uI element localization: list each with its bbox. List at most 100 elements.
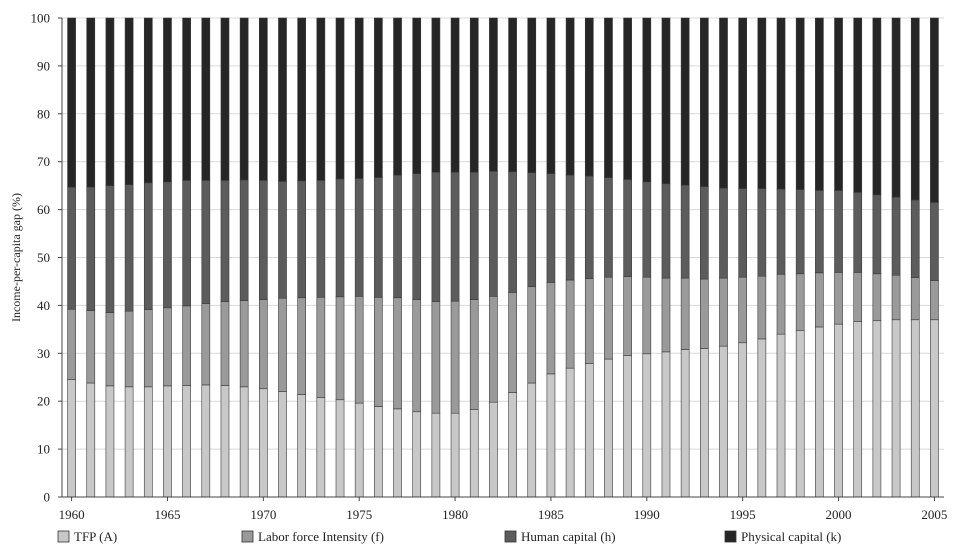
- bar-stack: [163, 17, 172, 498]
- bar-stack: [815, 17, 824, 498]
- bar-segment: [335, 399, 345, 498]
- legend-item: Labor force Intensity (f): [241, 529, 384, 544]
- bar-segment: [239, 179, 249, 301]
- bar-stack: [661, 17, 671, 498]
- legend-item: Physical capital (k): [724, 529, 841, 544]
- y-tick-label: 40: [37, 298, 50, 313]
- bar-segment: [278, 391, 287, 498]
- bar-segment: [661, 351, 671, 498]
- bar-stack: [67, 17, 76, 498]
- bar-segment: [565, 17, 575, 176]
- bar-segment: [393, 408, 402, 498]
- bar-segment: [719, 17, 728, 189]
- bar-stack: [757, 17, 767, 498]
- y-tick-labels: 0 10 20 30 40 50 60 70 80 90 100: [31, 11, 62, 505]
- bar-stack: [450, 17, 460, 498]
- bar-segment: [489, 401, 498, 498]
- bar-segment: [335, 178, 345, 298]
- bar-segment: [719, 345, 728, 498]
- legend-swatch: [504, 530, 517, 543]
- x-tick-label: 1980: [442, 507, 468, 522]
- bar-segment: [834, 323, 843, 498]
- bar-segment: [163, 17, 172, 183]
- bar-stack: [719, 17, 728, 498]
- bar-stack: [143, 17, 153, 498]
- bar-segment: [431, 171, 441, 302]
- bar-segment: [297, 180, 307, 299]
- bar-segment: [201, 303, 211, 386]
- bar-segment: [795, 330, 805, 498]
- x-tick-label: 1970: [250, 507, 276, 522]
- bar-segment: [776, 188, 786, 275]
- bar-segment: [316, 180, 326, 298]
- y-tick-label: 30: [37, 346, 50, 361]
- bar-segment: [738, 188, 748, 278]
- bar-segment: [738, 276, 748, 344]
- bar-stack: [124, 17, 134, 498]
- bar-segment: [546, 173, 556, 283]
- bar-segment: [891, 319, 901, 498]
- bar-segment: [67, 17, 76, 188]
- bar-segment: [469, 171, 479, 300]
- bar-segment: [374, 296, 383, 407]
- bar-segment: [776, 333, 786, 498]
- bar-segment: [105, 185, 115, 313]
- bar-stack: [393, 17, 402, 498]
- bar-segment: [834, 272, 843, 325]
- bar-segment: [604, 358, 613, 498]
- bar-stack: [910, 17, 920, 498]
- bar-segment: [565, 174, 575, 281]
- bar-stack: [642, 17, 652, 498]
- bar-segment: [278, 181, 287, 299]
- bar-stack: [834, 17, 843, 498]
- bar-segment: [834, 190, 843, 273]
- bar-segment: [508, 17, 517, 173]
- bar-segment: [105, 17, 115, 186]
- bar-segment: [776, 17, 786, 190]
- bar-segment: [661, 183, 671, 279]
- bar-segment: [297, 297, 307, 395]
- bar-segment: [565, 279, 575, 369]
- bar-segment: [86, 186, 96, 311]
- bar-segment: [930, 319, 939, 498]
- bar-segment: [450, 171, 460, 302]
- bar-segment: [719, 277, 728, 347]
- bar-segment: [374, 17, 383, 178]
- bar-segment: [469, 409, 479, 498]
- x-tick-label: 1960: [59, 507, 85, 522]
- bar-stack: [853, 17, 863, 498]
- bar-segment: [469, 299, 479, 410]
- bar-segment: [910, 319, 920, 498]
- bar-segment: [258, 17, 268, 181]
- bar-segment: [910, 17, 920, 201]
- bar-segment: [930, 17, 939, 203]
- bar-stack: [220, 17, 230, 498]
- bar-stack: [872, 17, 882, 498]
- bar-segment: [910, 277, 920, 321]
- bar-segment: [163, 307, 172, 387]
- bar-segment: [431, 301, 441, 414]
- bar-segment: [891, 196, 901, 276]
- bar-segment: [661, 277, 671, 353]
- bar-segment: [757, 188, 767, 277]
- bar-stack: [316, 17, 326, 498]
- bar-segment: [853, 321, 863, 498]
- bar-segment: [316, 17, 326, 181]
- bar-segment: [239, 17, 249, 181]
- bar-segment: [335, 296, 345, 401]
- bar-segment: [527, 382, 537, 498]
- bar-segment: [795, 273, 805, 331]
- bar-segment: [757, 338, 767, 498]
- bar-segment: [412, 299, 422, 413]
- bar-segment: [412, 173, 422, 300]
- bar-segment: [584, 363, 594, 498]
- bar-segment: [278, 17, 287, 182]
- bar-segment: [738, 342, 748, 498]
- bar-segment: [815, 190, 824, 274]
- bar-stack: [412, 17, 422, 498]
- legend-label: Physical capital (k): [741, 529, 841, 544]
- bar-stack: [699, 17, 709, 498]
- bar-segment: [508, 292, 517, 393]
- bar-segment: [853, 192, 863, 273]
